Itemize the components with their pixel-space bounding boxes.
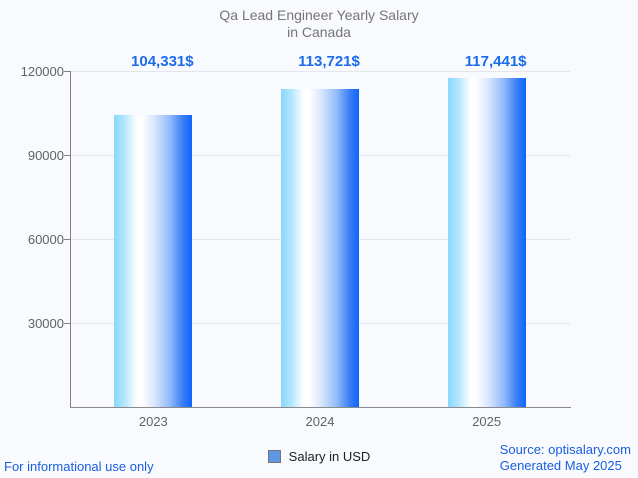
y-axis-tick <box>64 155 70 156</box>
x-tick-label: 2024 <box>305 414 335 429</box>
bar-value-label: 117,441$ <box>464 53 527 70</box>
gridline <box>70 71 570 72</box>
generated-text: Generated May 2025 <box>499 458 622 473</box>
legend: Salary in USD <box>0 447 638 465</box>
legend-swatch-icon <box>267 449 281 463</box>
y-tick-label: 60000 <box>27 232 64 247</box>
x-tick-label: 2025 <box>472 414 502 429</box>
source-attribution: Source: optisalary.com Generated May 202… <box>500 442 631 474</box>
bar-value-label: 113,721$ <box>298 53 360 70</box>
y-axis-tick <box>64 71 70 72</box>
chart-title-line2: in Canada <box>287 24 351 40</box>
y-axis-tick <box>64 239 70 240</box>
y-axis-line <box>70 71 71 407</box>
bar <box>281 88 359 407</box>
y-axis-tick <box>64 323 70 324</box>
x-tick-label: 2023 <box>138 414 168 429</box>
y-tick-label: 120000 <box>20 64 64 79</box>
disclaimer-text: For informational use only <box>4 459 154 474</box>
y-tick-label: 90000 <box>27 148 64 163</box>
y-tick-label: 30000 <box>27 316 64 331</box>
chart-title-line1: Qa Lead Engineer Yearly Salary <box>219 7 419 23</box>
bar <box>114 114 193 407</box>
chart-title: Qa Lead Engineer Yearly Salary in Canada <box>0 7 638 41</box>
legend-label: Salary in USD <box>288 448 371 464</box>
source-text: Source: optisalary.com <box>499 442 631 457</box>
bar-value-label: 104,331$ <box>131 53 194 70</box>
x-axis-line <box>70 407 571 408</box>
bar <box>447 78 526 407</box>
